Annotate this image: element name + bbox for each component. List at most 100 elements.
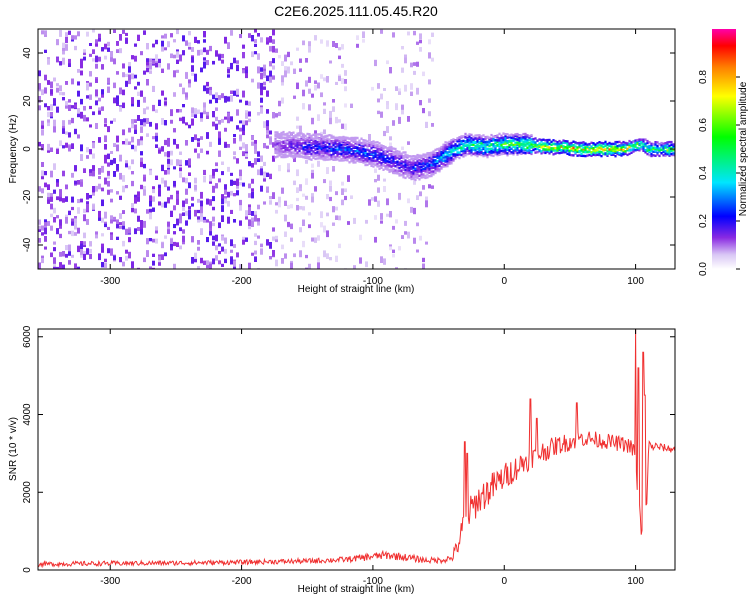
heatmap-cell	[424, 153, 427, 156]
heatmap-cell	[266, 239, 269, 246]
heatmap-cell	[312, 139, 315, 143]
heatmap-cell	[215, 168, 218, 172]
heatmap-cell	[384, 165, 387, 168]
heatmap-cell	[474, 134, 477, 137]
heatmap-cell	[284, 148, 287, 151]
heatmap-cell	[218, 120, 221, 125]
heatmap-cell	[41, 258, 44, 264]
heatmap-cell	[107, 170, 110, 176]
heatmap-cell	[634, 141, 637, 145]
heatmap-cell	[362, 141, 365, 144]
heatmap-cell	[140, 151, 143, 156]
heatmap-cell	[86, 117, 89, 122]
heatmap-cell	[380, 220, 383, 224]
heatmap-cell	[68, 260, 71, 265]
heatmap-cell	[556, 144, 559, 147]
heatmap-cell	[125, 161, 128, 168]
heatmap-cell	[38, 70, 41, 77]
heatmap-cell	[512, 134, 515, 137]
heatmap-cell	[284, 142, 287, 145]
heatmap-cell	[371, 197, 374, 201]
heatmap-cell	[221, 205, 224, 212]
y-tick-label: 0	[22, 146, 33, 152]
heatmap-cell	[566, 152, 569, 155]
heatmap-cell	[482, 144, 485, 147]
heatmap-cell	[430, 164, 433, 167]
heatmap-cell	[412, 155, 415, 158]
heatmap-cell	[407, 116, 410, 122]
heatmap-cell	[472, 146, 475, 150]
heatmap-cell	[436, 152, 439, 155]
heatmap-cell	[666, 143, 669, 146]
heatmap-cell	[317, 114, 320, 121]
heatmap-cell	[95, 89, 98, 97]
heatmap-cell	[101, 243, 104, 249]
heatmap-cell	[646, 139, 649, 143]
heatmap-cell	[296, 137, 299, 140]
heatmap-cell	[107, 162, 110, 167]
heatmap-cell	[413, 178, 416, 185]
heatmap-cell	[504, 140, 507, 143]
heatmap-cell	[292, 136, 295, 139]
heatmap-cell	[282, 136, 285, 139]
heatmap-cell	[227, 117, 230, 124]
heatmap-cell	[484, 154, 487, 157]
heatmap-cell	[146, 43, 149, 50]
heatmap-cell	[257, 112, 260, 116]
heatmap-cell	[191, 196, 194, 201]
heatmap-cell	[296, 151, 299, 154]
heatmap-cell	[300, 135, 303, 138]
heatmap-cell	[384, 159, 387, 163]
heatmap-cell	[221, 118, 224, 123]
heatmap-cell	[314, 137, 317, 140]
heatmap-cell	[254, 240, 257, 246]
heatmap-cell	[636, 138, 639, 142]
heatmap-cell	[110, 151, 113, 154]
heatmap-cell	[432, 166, 435, 169]
heatmap-cell	[548, 150, 551, 153]
heatmap-cell	[332, 135, 335, 138]
heatmap-cell	[590, 141, 593, 144]
heatmap-cell	[528, 134, 531, 138]
heatmap-cell	[450, 156, 453, 159]
heatmap-cell	[131, 159, 134, 165]
heatmap-cell	[366, 143, 369, 146]
heatmap-cell	[416, 222, 419, 227]
heatmap-cell	[125, 160, 128, 164]
heatmap-cell	[254, 158, 257, 165]
heatmap-cell	[206, 49, 209, 55]
heatmap-cell	[290, 151, 293, 154]
heatmap-cell	[572, 154, 575, 157]
heatmap-cell	[372, 154, 375, 157]
heatmap-cell	[233, 156, 236, 160]
heatmap-cell	[389, 246, 392, 251]
heatmap-cell	[654, 143, 657, 146]
heatmap-cell	[122, 72, 125, 78]
heatmap-cell	[400, 161, 403, 165]
heatmap-cell	[294, 134, 297, 137]
heatmap-cell	[514, 134, 517, 137]
heatmap-cell	[197, 240, 200, 245]
heatmap-cell	[338, 139, 341, 142]
heatmap-cell	[476, 143, 479, 147]
heatmap-cell	[317, 256, 320, 262]
heatmap-cell	[426, 160, 429, 163]
heatmap-cell	[410, 83, 413, 90]
heatmap-cell	[402, 173, 405, 177]
heatmap-cell	[318, 154, 321, 157]
heatmap-cell	[330, 139, 333, 143]
heatmap-cell	[290, 147, 293, 151]
heatmap-cell	[390, 148, 393, 151]
heatmap-cell	[400, 152, 403, 155]
heatmap-cell	[390, 146, 393, 149]
heatmap-cell	[528, 146, 531, 149]
heatmap-cell	[574, 145, 577, 148]
heatmap-cell	[474, 149, 477, 152]
heatmap-cell	[242, 236, 245, 242]
heatmap-cell	[340, 136, 343, 139]
heatmap-cell	[53, 119, 56, 127]
heatmap-cell	[227, 69, 230, 74]
heatmap-cell	[314, 80, 317, 84]
heatmap-cell	[590, 145, 593, 148]
heatmap-cell	[460, 146, 463, 149]
